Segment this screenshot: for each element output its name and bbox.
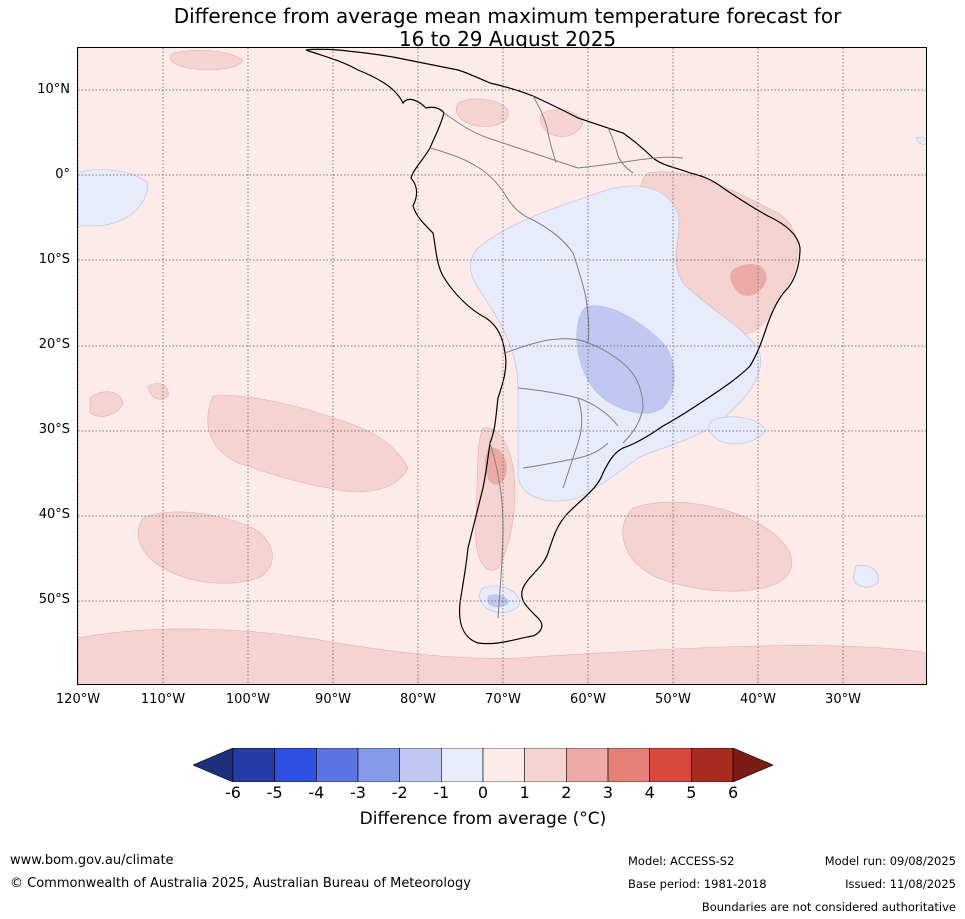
- lat-label-40s: 40°S: [38, 507, 70, 522]
- anomaly-area-pacific-south: [137, 511, 273, 584]
- anomaly-area-venezuela: [539, 109, 584, 137]
- issued-date: Issued: 11/08/2025: [845, 877, 956, 891]
- anomaly-area-atlantic-3: [915, 136, 926, 145]
- anomaly-area-small-2: [147, 383, 169, 400]
- colorbar-segment: [232, 748, 275, 782]
- lon-label-60w: 60°W: [570, 692, 606, 707]
- boundaries-note: Boundaries are not considered authoritat…: [701, 900, 956, 914]
- anomaly-area-north-andes: [456, 98, 509, 127]
- colorbar-tick-label: -2: [391, 783, 408, 802]
- map-title-line-2: 16 to 29 August 2025: [398, 27, 617, 51]
- model-name: Model: ACCESS-S2: [628, 854, 735, 868]
- colorbar-under-arrow: [193, 748, 234, 782]
- south-america-coastline: [305, 48, 801, 645]
- lon-label-120w: 120°W: [55, 692, 101, 707]
- map-title-line-1: Difference from average mean maximum tem…: [173, 4, 842, 28]
- lon-label-70w: 70°W: [485, 692, 521, 707]
- copyright-text: © Commonwealth of Australia 2025, Austra…: [10, 876, 471, 891]
- lat-label-30s: 30°S: [38, 422, 70, 437]
- anomaly-area-central-core: [576, 305, 675, 414]
- anomaly-area-north-pacific: [169, 50, 244, 71]
- cool-anomaly-areas: [78, 136, 926, 613]
- lon-label-110w: 110°W: [140, 692, 186, 707]
- colorbar-tick-label: 4: [644, 783, 655, 802]
- lat-label-0: 0°: [55, 167, 70, 182]
- base-period: Base period: 1981-2018: [628, 877, 767, 891]
- colorbar-tick-label: -4: [308, 783, 325, 802]
- country-borders: [429, 95, 684, 619]
- colorbar-tick-label: -5: [266, 783, 283, 802]
- anomaly-area-south-atlantic: [622, 501, 793, 592]
- anomaly-area-atlantic-1: [708, 416, 767, 445]
- forecast-map: [77, 47, 927, 685]
- colorbar-tick-label: -1: [433, 783, 450, 802]
- colorbar: [193, 748, 773, 782]
- colorbar-tick-label: 2: [561, 783, 572, 802]
- colorbar-tick-label: 5: [686, 783, 697, 802]
- lon-label-50w: 50°W: [655, 692, 691, 707]
- colorbar-segment: [399, 748, 442, 782]
- colorbar-over-arrow: [732, 748, 773, 782]
- colorbar-tick-label: 1: [519, 783, 530, 802]
- colorbar-segment: [274, 748, 317, 782]
- colorbar-segment: [524, 748, 567, 782]
- lat-label-10s: 10°S: [38, 252, 70, 267]
- colorbar-tick-label: 0: [477, 783, 489, 802]
- colorbar-segment: [607, 748, 650, 782]
- model-run-date: Model run: 09/08/2025: [824, 854, 956, 868]
- colorbar-tick-label: -3: [350, 783, 366, 802]
- colorbar-segment: [691, 748, 734, 782]
- colorbar-segment: [441, 748, 484, 782]
- graticule: [78, 48, 926, 684]
- lon-label-80w: 80°W: [400, 692, 436, 707]
- lat-label-50s: 50°S: [38, 592, 70, 607]
- colorbar-segment: [357, 748, 400, 782]
- lat-label-10n: 10°N: [37, 82, 70, 97]
- anomaly-area-far-south: [78, 628, 926, 684]
- anomaly-area-small-1: [89, 391, 124, 417]
- anomaly-area-eq-pacific: [78, 169, 149, 227]
- lon-label-90w: 90°W: [315, 692, 351, 707]
- colorbar-segment: [482, 748, 525, 782]
- colorbar-segment: [566, 748, 609, 782]
- colorbar-segment: [649, 748, 692, 782]
- lon-label-100w: 100°W: [225, 692, 271, 707]
- colorbar-title: Difference from average (°C): [359, 809, 607, 829]
- lon-label-40w: 40°W: [740, 692, 776, 707]
- lon-label-30w: 30°W: [825, 692, 861, 707]
- lat-label-20s: 20°S: [38, 337, 70, 352]
- colorbar-tick-label: -6: [225, 783, 241, 802]
- colorbar-tick-label: 6: [727, 783, 739, 802]
- anomaly-area-ne-brazil-core: [730, 263, 767, 296]
- colorbar-segment: [316, 748, 359, 782]
- website-link[interactable]: www.bom.gov.au/climate: [10, 853, 174, 868]
- anomaly-area-pacific-west: [207, 395, 409, 493]
- anomaly-area-atlantic-2: [852, 565, 879, 588]
- colorbar-tick-label: 3: [602, 783, 614, 802]
